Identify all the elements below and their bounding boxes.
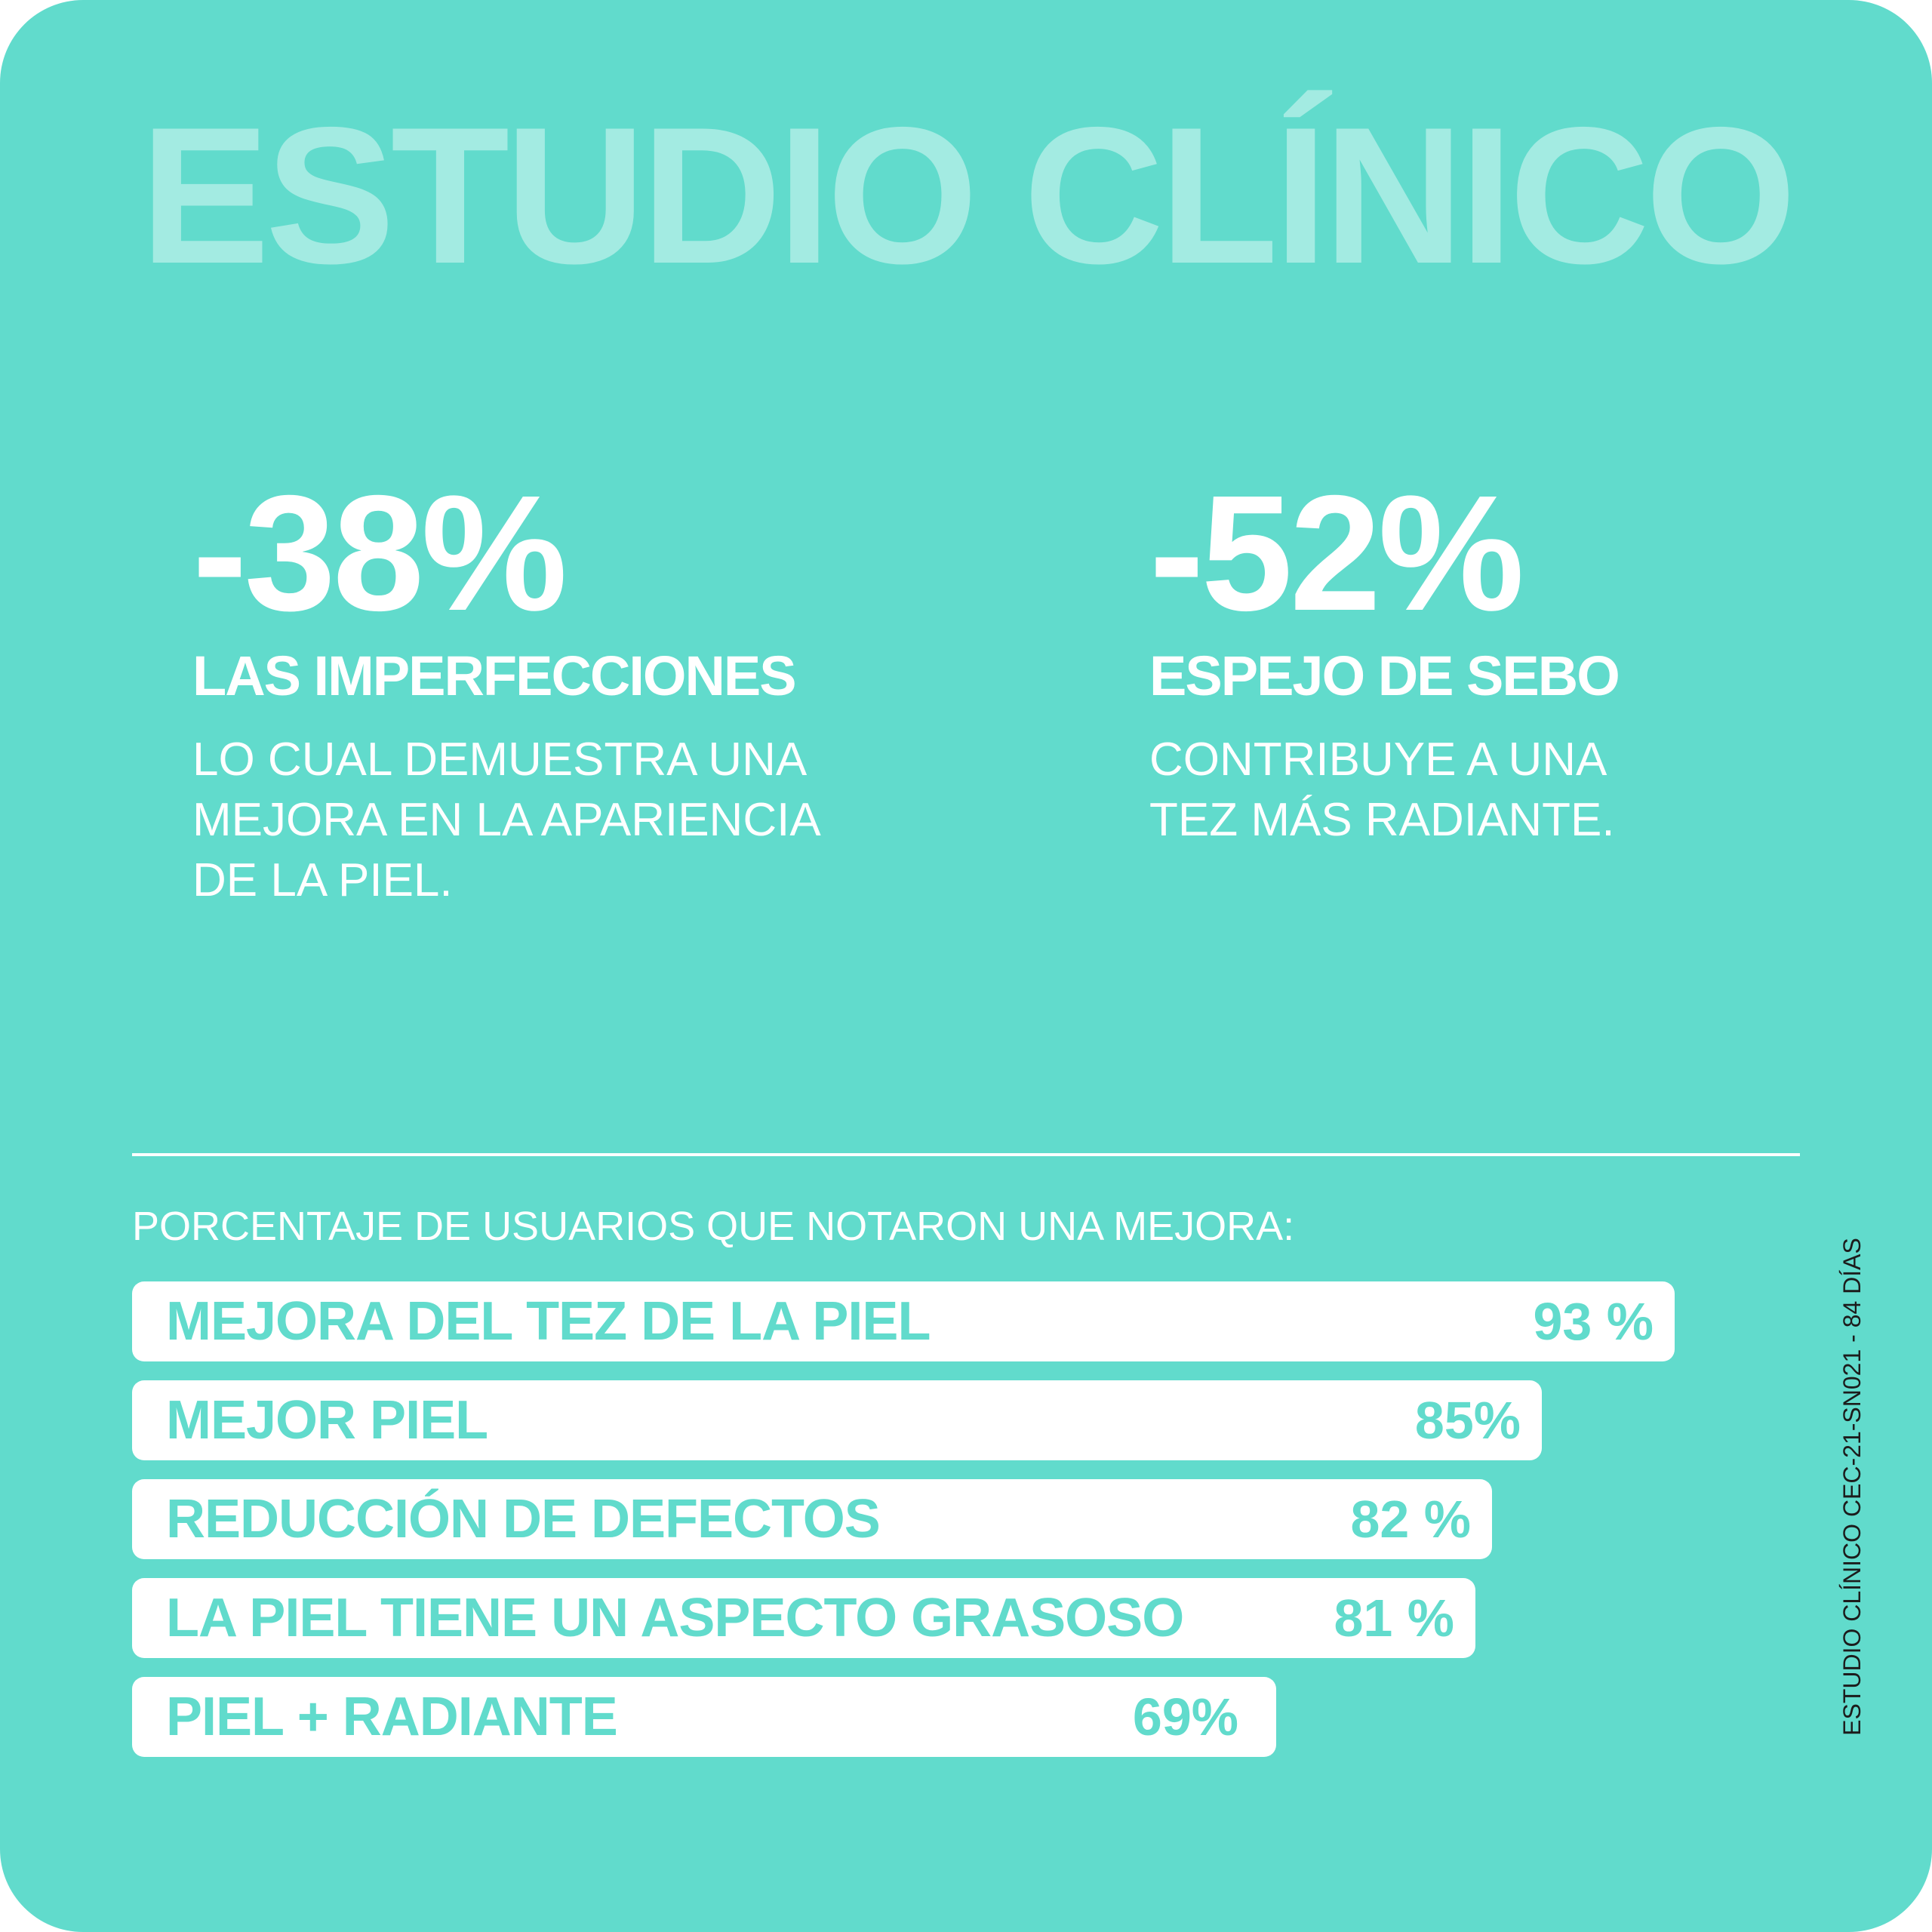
bar-label: MEJOR PIEL xyxy=(166,1390,488,1451)
bar-value-label: 82 % xyxy=(1350,1490,1471,1549)
bar-1: MEJORA DEL TEZ DE LA PIEL 93 % xyxy=(132,1281,1675,1361)
bar-5: PIEL + RADIANTE 69% xyxy=(132,1677,1276,1757)
stat-sebum: -52% ESPEJO DE SEBO CONTRIBUYE A UNA TEZ… xyxy=(1149,472,1904,851)
side-note: ESTUDIO CLÍNICO CEC-21-SN021 - 84 DÍAS xyxy=(1838,1219,1866,1755)
bar-label: LA PIEL TIENE UN ASPECTO GRASOSO xyxy=(166,1588,1184,1648)
study-reference: ESTUDIO CLÍNICO CEC-21-SN021 - 84 DÍAS xyxy=(1838,1238,1866,1736)
stat-label: ESPEJO DE SEBO xyxy=(1149,645,1620,707)
page-title: ESTUDIO CLÍNICO xyxy=(140,86,1796,304)
bar-value-label: 81 % xyxy=(1334,1589,1454,1647)
bar-value-label: 69% xyxy=(1132,1687,1238,1746)
bar-label: REDUCCIÓN DE DEFECTOS xyxy=(166,1489,881,1549)
stat-label: LAS IMPERFECCIONES xyxy=(192,645,797,707)
bar-label: PIEL + RADIANTE xyxy=(166,1687,618,1747)
stat-description: CONTRIBUYE A UNA TEZ MÁS RADIANTE. xyxy=(1149,734,1615,846)
stat-description: LO CUAL DEMUESTRA UNA MEJORA EN LA APARI… xyxy=(192,734,821,906)
section-divider xyxy=(132,1153,1800,1156)
bar-label: MEJORA DEL TEZ DE LA PIEL xyxy=(166,1291,931,1352)
stat-value: -38% xyxy=(192,462,568,645)
bar-value-label: 93 % xyxy=(1533,1292,1654,1351)
bar-2: MEJOR PIEL 85% xyxy=(132,1380,1542,1460)
bar-value-label: 85% xyxy=(1414,1391,1521,1450)
stat-imperfections: -38% LAS IMPERFECCIONES LO CUAL DEMUESTR… xyxy=(192,472,947,911)
bar-3: REDUCCIÓN DE DEFECTOS 82 % xyxy=(132,1479,1492,1559)
bar-4: LA PIEL TIENE UN ASPECTO GRASOSO 81 % xyxy=(132,1578,1475,1658)
chart-title: PORCENTAJE DE USUARIOS QUE NOTARON UNA M… xyxy=(132,1204,1295,1249)
stat-value: -52% xyxy=(1149,462,1524,645)
